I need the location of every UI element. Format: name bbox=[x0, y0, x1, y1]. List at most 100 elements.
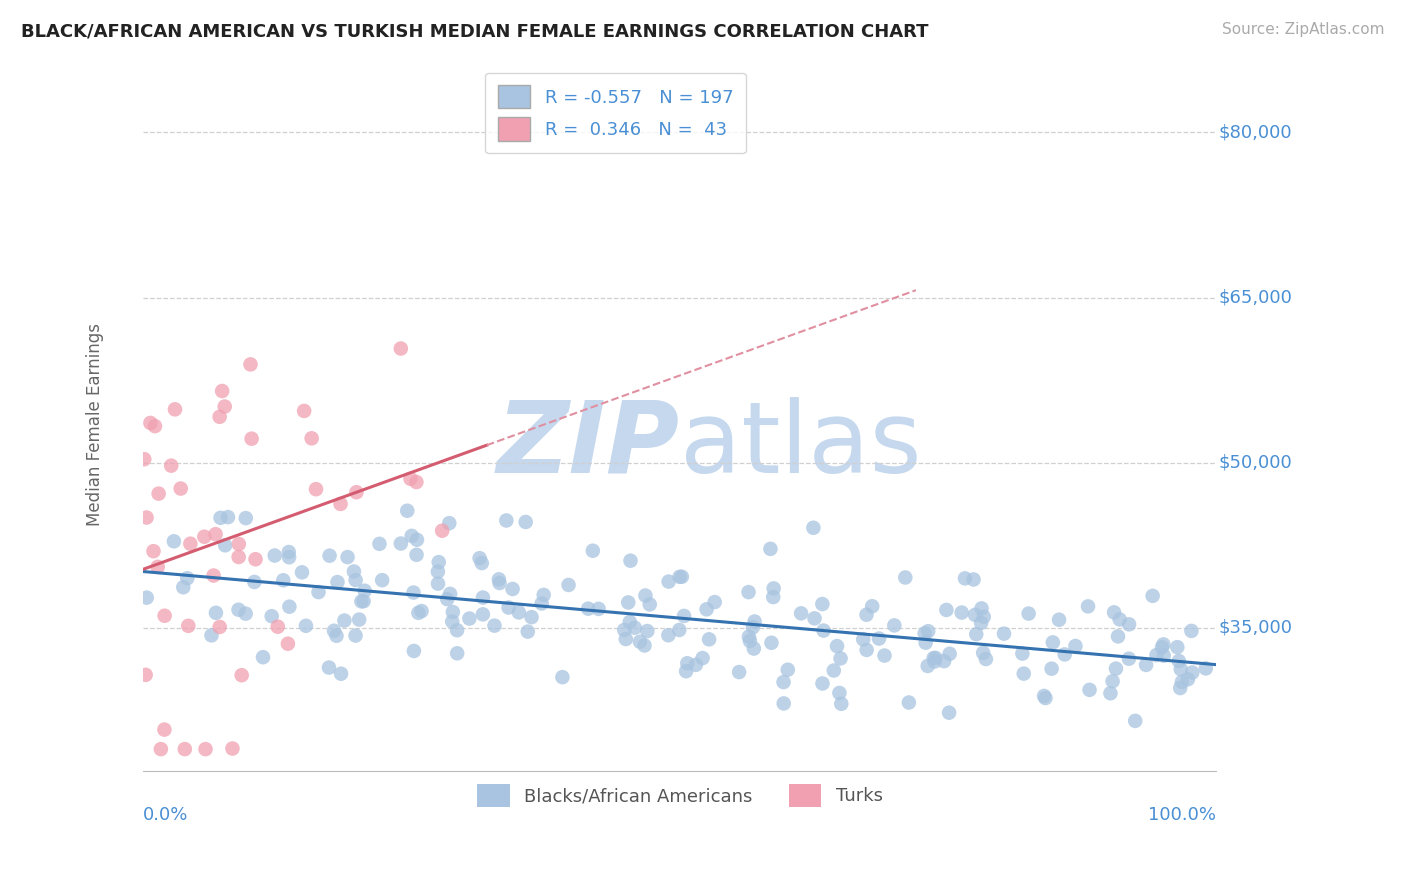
Point bbox=[811, 676, 834, 690]
Point bbox=[1011, 647, 1033, 661]
Point bbox=[1167, 654, 1189, 668]
Point bbox=[993, 626, 1015, 640]
Point bbox=[636, 624, 658, 638]
Point bbox=[346, 485, 368, 500]
Point bbox=[914, 636, 936, 650]
Point bbox=[1053, 648, 1076, 662]
Point bbox=[318, 549, 340, 563]
Point bbox=[658, 574, 681, 589]
Point bbox=[160, 458, 183, 473]
Point bbox=[291, 566, 314, 580]
Point bbox=[1077, 599, 1099, 614]
Point bbox=[326, 575, 349, 590]
Point bbox=[932, 654, 955, 668]
Point bbox=[344, 629, 367, 643]
Point bbox=[868, 632, 890, 646]
Point bbox=[738, 630, 761, 644]
Point bbox=[530, 597, 553, 611]
Point bbox=[202, 568, 225, 582]
Point bbox=[772, 697, 794, 711]
Point bbox=[411, 604, 433, 618]
Point bbox=[498, 600, 520, 615]
Point bbox=[634, 589, 657, 603]
Point bbox=[860, 599, 883, 614]
Point bbox=[855, 607, 877, 622]
Point bbox=[830, 697, 852, 711]
Point bbox=[633, 639, 655, 653]
Point bbox=[1035, 691, 1057, 706]
Point bbox=[217, 510, 239, 524]
Point bbox=[308, 585, 330, 599]
Point bbox=[922, 651, 945, 665]
Point bbox=[446, 624, 468, 638]
Point bbox=[873, 648, 896, 663]
Point bbox=[970, 601, 993, 615]
Point bbox=[405, 548, 427, 562]
Point bbox=[1108, 612, 1130, 626]
Point bbox=[305, 482, 328, 496]
Point bbox=[825, 639, 848, 653]
Point bbox=[737, 585, 759, 599]
Text: $65,000: $65,000 bbox=[1219, 289, 1292, 307]
Point bbox=[278, 550, 301, 565]
Point bbox=[336, 550, 359, 565]
Point bbox=[347, 613, 370, 627]
Point bbox=[619, 554, 641, 568]
Point bbox=[855, 643, 877, 657]
Point bbox=[1012, 666, 1035, 681]
Point bbox=[657, 628, 679, 642]
Point bbox=[329, 497, 352, 511]
Point bbox=[852, 632, 875, 647]
Point bbox=[426, 565, 449, 579]
Point bbox=[176, 571, 198, 585]
Point bbox=[914, 626, 936, 640]
Point bbox=[231, 668, 253, 682]
Point bbox=[295, 619, 318, 633]
Point bbox=[406, 533, 429, 547]
Point bbox=[245, 552, 267, 566]
Point bbox=[1064, 639, 1087, 653]
Point bbox=[135, 591, 157, 605]
Point bbox=[488, 576, 510, 591]
Point bbox=[551, 670, 574, 684]
Point bbox=[208, 409, 231, 424]
Point bbox=[446, 646, 468, 660]
Point bbox=[1102, 605, 1125, 619]
Point bbox=[772, 675, 794, 690]
Point bbox=[173, 742, 195, 756]
Point bbox=[830, 651, 852, 665]
Point bbox=[502, 582, 524, 596]
Point bbox=[292, 404, 315, 418]
Point bbox=[974, 652, 997, 666]
Point bbox=[557, 578, 579, 592]
Point bbox=[953, 571, 976, 585]
Point bbox=[343, 565, 366, 579]
Point bbox=[353, 594, 375, 608]
Point bbox=[228, 549, 250, 564]
Point bbox=[368, 537, 391, 551]
Point bbox=[439, 587, 461, 601]
Point bbox=[193, 530, 215, 544]
Point bbox=[430, 524, 453, 538]
Point bbox=[214, 538, 236, 552]
Point bbox=[776, 663, 799, 677]
Point bbox=[240, 432, 263, 446]
Point bbox=[917, 659, 939, 673]
Point bbox=[221, 741, 243, 756]
Point bbox=[738, 634, 761, 648]
Point bbox=[742, 641, 765, 656]
Point bbox=[200, 628, 222, 642]
Point bbox=[146, 559, 169, 574]
Point bbox=[1180, 624, 1202, 638]
Text: ZIP: ZIP bbox=[496, 397, 681, 493]
Text: atlas: atlas bbox=[681, 397, 921, 493]
Point bbox=[950, 606, 973, 620]
Point bbox=[1195, 661, 1218, 675]
Point bbox=[243, 574, 266, 589]
Point bbox=[703, 595, 725, 609]
Point bbox=[277, 637, 299, 651]
Point bbox=[495, 513, 517, 527]
Point bbox=[828, 686, 851, 700]
Point bbox=[471, 607, 494, 622]
Point bbox=[668, 570, 690, 584]
